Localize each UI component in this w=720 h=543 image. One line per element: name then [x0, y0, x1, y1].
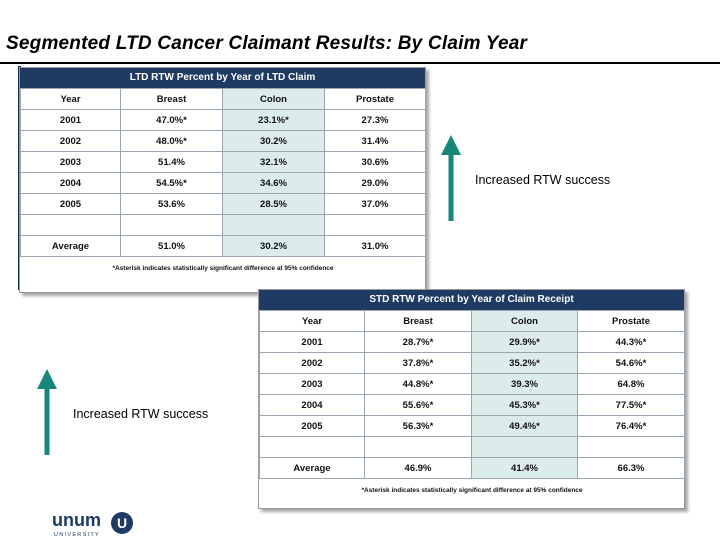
- footnote-row: *Asterisk indicates statistically signif…: [21, 257, 426, 281]
- prostate-cell: 64.8%: [577, 373, 685, 395]
- logo-subtext: UNIVERSITY: [54, 532, 100, 538]
- breast-cell: 47.0%*: [120, 109, 223, 131]
- prostate-cell: 77.5%*: [577, 394, 685, 416]
- breast-cell: 28.7%*: [364, 331, 472, 353]
- colon-cell: 45.3%*: [471, 394, 578, 416]
- colon-cell: 23.1%*: [222, 109, 325, 131]
- year-cell: 2003: [259, 373, 365, 395]
- spacer-row: [20, 214, 426, 236]
- ltd-column-header-row: Year Breast Colon Prostate: [20, 88, 426, 110]
- colon-cell: 28.5%: [222, 193, 325, 215]
- breast-average: 46.9%: [364, 457, 472, 479]
- prostate-cell: 30.6%: [324, 151, 426, 173]
- std-col-prostate: Prostate: [577, 310, 685, 332]
- breast-average: 51.0%: [120, 235, 223, 257]
- up-arrow-icon: [37, 369, 57, 455]
- table-row: 2001 28.7%* 29.9%* 44.3%*: [259, 331, 685, 353]
- colon-cell: 29.9%*: [471, 331, 578, 353]
- prostate-cell: 44.3%*: [577, 331, 685, 353]
- colon-cell: 30.2%: [222, 130, 325, 152]
- colon-cell: 49.4%*: [471, 415, 578, 437]
- prostate-average: 31.0%: [324, 235, 426, 257]
- breast-cell: 44.8%*: [364, 373, 472, 395]
- logo-badge: U: [117, 515, 127, 531]
- std-data-table: Year Breast Colon Prostate 2001 28.7%* 2…: [259, 310, 685, 503]
- year-cell: 2001: [20, 109, 121, 131]
- std-footnote: *Asterisk indicates statistically signif…: [361, 487, 583, 495]
- ltd-col-colon: Colon: [222, 88, 325, 110]
- upper-rtw-label: Increased RTW success: [475, 173, 611, 187]
- table-row: 2005 53.6% 28.5% 37.0%: [20, 193, 426, 215]
- year-cell: 2002: [259, 352, 365, 374]
- prostate-cell: 29.0%: [324, 172, 426, 194]
- breast-cell: 54.5%*: [120, 172, 223, 194]
- std-table-header: STD RTW Percent by Year of Claim Receipt: [259, 290, 684, 310]
- prostate-cell: 27.3%: [324, 109, 426, 131]
- spacer-row: [259, 436, 685, 458]
- year-cell: 2001: [259, 331, 365, 353]
- year-cell: 2005: [20, 193, 121, 215]
- title-divider: [0, 62, 720, 64]
- table-row: 2004 55.6%* 45.3%* 77.5%*: [259, 394, 685, 416]
- std-col-year: Year: [259, 310, 365, 332]
- ltd-col-prostate: Prostate: [324, 88, 426, 110]
- unum-university-logo: unum UNIVERSITY U: [52, 510, 142, 543]
- prostate-cell: 76.4%*: [577, 415, 685, 437]
- average-label: Average: [259, 457, 365, 479]
- ltd-footnote: *Asterisk indicates statistically signif…: [112, 265, 334, 273]
- table-row: 2001 47.0%* 23.1%* 27.3%: [20, 109, 426, 131]
- std-table: STD RTW Percent by Year of Claim Receipt…: [258, 289, 685, 509]
- table-row: 2004 54.5%* 34.6% 29.0%: [20, 172, 426, 194]
- average-label: Average: [20, 235, 121, 257]
- table-row: 2005 56.3%* 49.4%* 76.4%*: [259, 415, 685, 437]
- breast-cell: 56.3%*: [364, 415, 472, 437]
- colon-cell: 39.3%: [471, 373, 578, 395]
- prostate-cell: 31.4%: [324, 130, 426, 152]
- colon-average: 41.4%: [471, 457, 578, 479]
- table-row: 2002 48.0%* 30.2% 31.4%: [20, 130, 426, 152]
- prostate-average: 66.3%: [577, 457, 685, 479]
- prostate-cell: 54.6%*: [577, 352, 685, 374]
- year-cell: 2005: [259, 415, 365, 437]
- breast-cell: 37.8%*: [364, 352, 472, 374]
- footnote-row: *Asterisk indicates statistically signif…: [260, 479, 685, 503]
- average-row: Average 51.0% 30.2% 31.0%: [20, 235, 426, 257]
- ltd-table-header: LTD RTW Percent by Year of LTD Claim: [20, 68, 425, 88]
- ltd-table: LTD RTW Percent by Year of LTD Claim Yea…: [19, 67, 426, 293]
- ltd-col-year: Year: [20, 88, 121, 110]
- colon-cell: 35.2%*: [471, 352, 578, 374]
- breast-cell: 48.0%*: [120, 130, 223, 152]
- colon-cell: 32.1%: [222, 151, 325, 173]
- year-cell: 2004: [20, 172, 121, 194]
- ltd-col-breast: Breast: [120, 88, 223, 110]
- page-title: Segmented LTD Cancer Claimant Results: B…: [6, 33, 528, 54]
- std-column-header-row: Year Breast Colon Prostate: [259, 310, 685, 332]
- up-arrow-icon: [441, 135, 461, 221]
- table-row: 2003 51.4% 32.1% 30.6%: [20, 151, 426, 173]
- table-row: 2003 44.8%* 39.3% 64.8%: [259, 373, 685, 395]
- ltd-data-table: Year Breast Colon Prostate 2001 47.0%* 2…: [20, 88, 426, 281]
- breast-cell: 51.4%: [120, 151, 223, 173]
- logo-wordmark: unum: [52, 510, 101, 530]
- colon-cell: 34.6%: [222, 172, 325, 194]
- year-cell: 2002: [20, 130, 121, 152]
- table-row: 2002 37.8%* 35.2%* 54.6%*: [259, 352, 685, 374]
- breast-cell: 53.6%: [120, 193, 223, 215]
- average-row: Average 46.9% 41.4% 66.3%: [259, 457, 685, 479]
- year-cell: 2003: [20, 151, 121, 173]
- lower-rtw-label: Increased RTW success: [73, 407, 209, 421]
- std-col-breast: Breast: [364, 310, 472, 332]
- breast-cell: 55.6%*: [364, 394, 472, 416]
- std-col-colon: Colon: [471, 310, 578, 332]
- year-cell: 2004: [259, 394, 365, 416]
- prostate-cell: 37.0%: [324, 193, 426, 215]
- colon-average: 30.2%: [222, 235, 325, 257]
